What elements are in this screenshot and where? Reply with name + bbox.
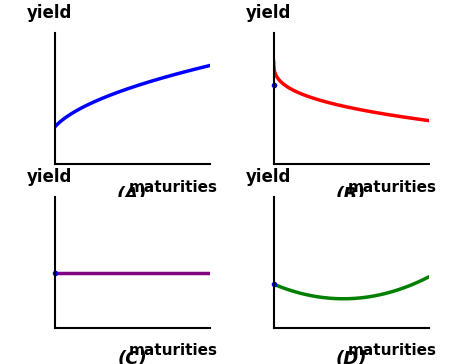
Text: yield: yield [27, 168, 72, 186]
Text: yield: yield [245, 168, 290, 186]
Text: (A): (A) [117, 186, 147, 205]
Text: maturities: maturities [128, 179, 217, 194]
Text: (D): (D) [334, 350, 366, 364]
Text: maturities: maturities [347, 179, 435, 194]
Text: (B): (B) [335, 186, 365, 205]
Text: yield: yield [27, 4, 72, 22]
Text: maturities: maturities [347, 343, 435, 358]
Text: maturities: maturities [128, 343, 217, 358]
Text: (C): (C) [117, 350, 147, 364]
Text: yield: yield [245, 4, 290, 22]
